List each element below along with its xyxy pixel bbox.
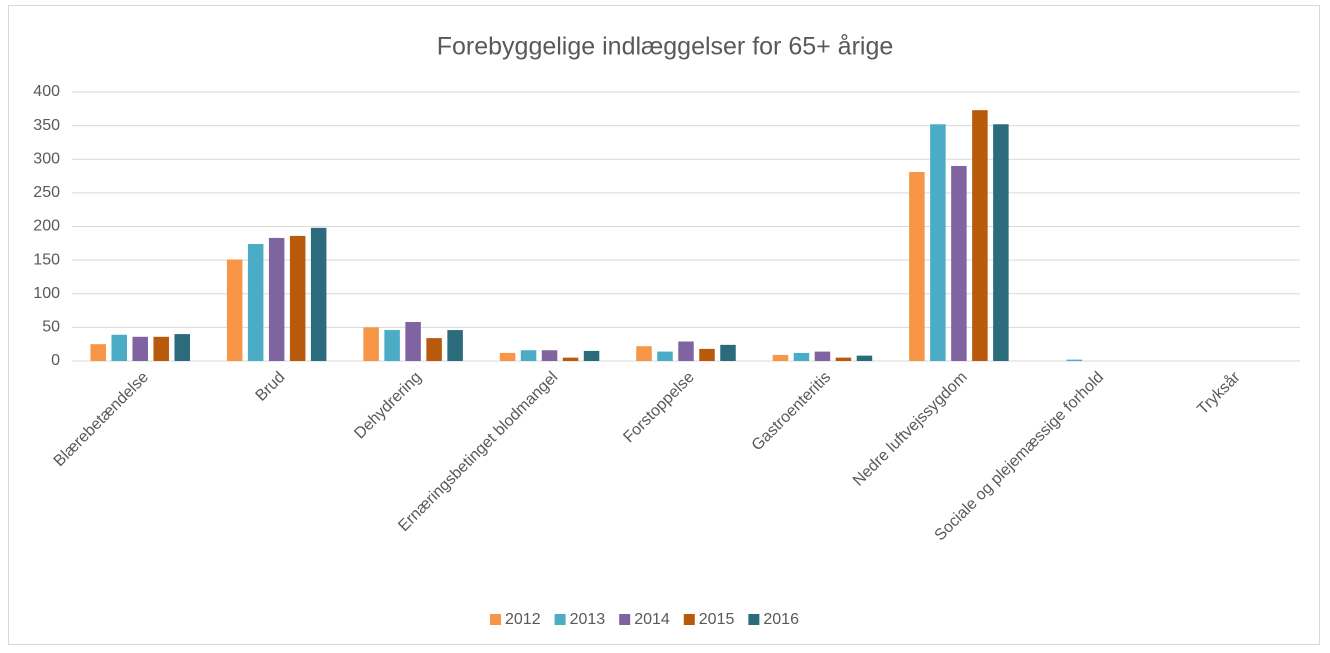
chart-title: Forebyggelige indlæggelser for 65+ årige: [437, 33, 894, 61]
bar: [657, 351, 673, 361]
bar: [699, 348, 715, 361]
bar: [520, 350, 537, 361]
bar: [972, 110, 988, 361]
bar: [153, 336, 169, 361]
legend-swatch: [490, 614, 501, 625]
legend-swatch: [554, 614, 566, 625]
bar: [1066, 359, 1083, 361]
bar: [583, 350, 600, 361]
legend-label: 2014: [634, 611, 670, 628]
bar: [247, 243, 264, 361]
bar: [132, 336, 148, 361]
bar: [226, 259, 243, 361]
bar: [310, 227, 327, 361]
y-tick-label: 100: [33, 285, 60, 302]
y-tick-label: 50: [42, 319, 60, 336]
y-tick-label: 200: [33, 218, 60, 235]
legend-swatch: [619, 614, 631, 625]
bar: [720, 344, 736, 361]
bar: [814, 351, 831, 361]
bar: [268, 237, 285, 361]
bar: [772, 354, 789, 361]
bar: [951, 165, 967, 361]
bar: [363, 327, 379, 361]
bar: [384, 330, 400, 361]
bar: [562, 357, 579, 361]
legend-swatch: [683, 614, 695, 625]
y-tick-label: 350: [33, 117, 60, 134]
y-tick-label: 150: [33, 251, 60, 268]
bar: [856, 355, 873, 361]
y-tick-label: 250: [33, 184, 60, 201]
y-tick-label: 0: [51, 352, 60, 369]
bar: [678, 341, 694, 361]
bar: [426, 338, 442, 361]
y-tick-label: 300: [33, 150, 60, 167]
bar: [289, 235, 306, 361]
bar: [909, 172, 925, 361]
bar: [90, 344, 106, 361]
bar: [930, 124, 946, 361]
chart-border: [8, 5, 1320, 645]
bar: [447, 330, 463, 361]
legend-label: 2012: [505, 611, 541, 628]
bar: [835, 357, 852, 361]
legend-label: 2013: [570, 611, 606, 628]
y-tick-label: 400: [33, 83, 60, 100]
bar: [793, 352, 810, 361]
bar: [405, 321, 421, 361]
bar: [541, 350, 558, 361]
bar: [111, 334, 127, 361]
bar: [499, 352, 516, 361]
bar: [993, 124, 1009, 361]
legend-label: 2015: [699, 611, 735, 628]
legend-swatch: [748, 614, 760, 625]
bar: [636, 346, 652, 361]
legend-label: 2016: [763, 611, 799, 628]
bar: [174, 334, 190, 361]
